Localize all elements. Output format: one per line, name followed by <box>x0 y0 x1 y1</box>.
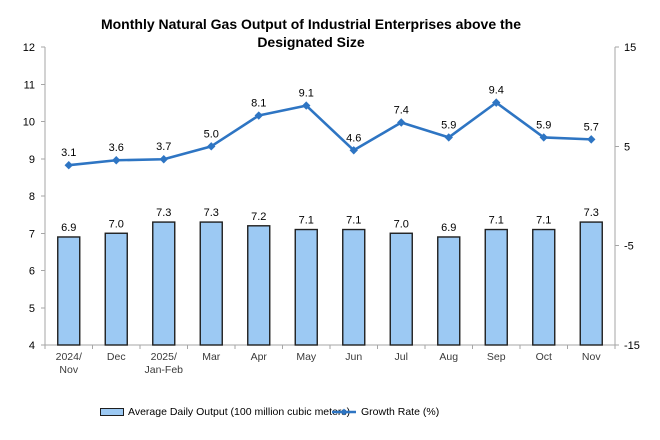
right-axis-tick-label: 15 <box>624 42 636 54</box>
line-value-label: 3.6 <box>109 142 124 154</box>
legend-bar-label: Average Daily Output (100 million cubic … <box>128 406 351 418</box>
bar-value-label: 7.1 <box>489 215 504 227</box>
x-category-label: Mar <box>202 351 221 363</box>
legend: Average Daily Output (100 million cubic … <box>0 404 660 426</box>
x-category-label: Apr <box>251 351 268 363</box>
bar-value-label: 7.3 <box>204 207 219 219</box>
bar-value-label: 7.0 <box>109 218 124 230</box>
x-category-label: Dec <box>107 351 126 363</box>
line-value-label: 3.1 <box>61 147 76 159</box>
chart-title: Monthly Natural Gas Output of Industrial… <box>0 15 622 51</box>
bar <box>104 232 128 346</box>
x-category-label: Nov <box>59 364 78 376</box>
bar <box>152 221 176 346</box>
left-axis-tick-label: 6 <box>29 266 35 278</box>
left-axis-tick-label: 8 <box>29 191 35 203</box>
line-value-label: 3.7 <box>156 141 171 153</box>
bar-value-label: 7.3 <box>156 207 171 219</box>
legend-item-average-daily-output: Average Daily Output (100 million cubic … <box>100 404 350 420</box>
line-value-label: 4.6 <box>346 132 361 144</box>
x-category-label: Jul <box>395 351 408 363</box>
line-value-label: 5.9 <box>536 119 551 131</box>
chart-title-line-1: Monthly Natural Gas Output of Industrial… <box>100 16 522 32</box>
line-marker-diamond <box>492 98 501 107</box>
line-value-label: 5.7 <box>584 121 599 133</box>
line-swatch-icon <box>332 408 356 416</box>
bar-value-label: 7.1 <box>346 215 361 227</box>
line-value-label: 7.4 <box>394 104 409 116</box>
bar-value-label: 7.2 <box>251 211 266 223</box>
line-marker-diamond <box>539 133 548 142</box>
left-axis-tick-label: 9 <box>29 154 35 166</box>
left-axis-tick-label: 10 <box>23 117 35 129</box>
right-axis-tick-label: -5 <box>624 241 634 253</box>
bar-value-label: 7.1 <box>536 215 551 227</box>
left-axis-tick-label: 11 <box>24 79 35 91</box>
line-value-label: 8.1 <box>251 98 266 110</box>
bar <box>389 232 413 346</box>
bar-value-label: 7.0 <box>394 218 409 230</box>
bar <box>199 221 223 346</box>
bar <box>532 228 556 346</box>
line-marker-diamond <box>587 135 596 144</box>
bar-value-label: 7.1 <box>299 215 314 227</box>
bar <box>437 236 461 346</box>
line-marker-diamond <box>349 146 358 155</box>
bar <box>294 228 318 346</box>
line-value-label: 5.0 <box>204 128 219 140</box>
left-axis-tick-label: 4 <box>29 340 35 352</box>
line-marker-diamond <box>159 155 168 164</box>
bar <box>247 225 271 346</box>
bar-swatch-icon <box>100 408 124 416</box>
bar <box>484 228 508 346</box>
right-axis-tick-label: 5 <box>624 141 630 153</box>
line-marker-diamond <box>397 118 406 127</box>
legend-line-label: Growth Rate (%) <box>361 406 440 418</box>
legend-item-growth-rate: Growth Rate (%) <box>331 404 439 420</box>
bar-value-label: 6.9 <box>61 222 76 234</box>
line-marker-diamond <box>207 142 216 151</box>
x-category-label: May <box>296 351 317 363</box>
line-marker-diamond <box>254 111 263 120</box>
x-category-label: Jan-Feb <box>144 364 183 376</box>
line-marker-diamond <box>302 101 311 110</box>
x-category-label: Nov <box>582 351 601 363</box>
line-value-label: 9.1 <box>299 88 314 100</box>
x-category-label: Oct <box>536 351 552 363</box>
right-axis-tick-label: -15 <box>624 340 640 352</box>
line-value-label: 9.4 <box>489 85 504 97</box>
x-category-label: Aug <box>439 351 458 363</box>
left-axis-tick-label: 5 <box>29 303 35 315</box>
left-axis-tick-label: 7 <box>29 228 35 240</box>
growth-rate-line <box>67 101 593 167</box>
line-marker-diamond <box>444 133 453 142</box>
bar-value-label: 7.3 <box>584 207 599 219</box>
line-marker-diamond <box>64 161 73 170</box>
bar-value-label: 6.9 <box>441 222 456 234</box>
bar <box>579 221 603 346</box>
bar <box>342 228 366 346</box>
chart-title-line-2: Designated Size <box>257 34 365 50</box>
line-value-label: 5.9 <box>441 119 456 131</box>
line-marker-diamond <box>112 156 121 165</box>
x-category-label: 2024/ <box>56 351 82 363</box>
x-category-label: 2025/ <box>151 351 177 363</box>
bar <box>57 236 81 346</box>
x-category-label: Jun <box>345 351 362 363</box>
left-axis-tick-label: 12 <box>23 42 35 54</box>
x-category-label: Sep <box>487 351 506 363</box>
